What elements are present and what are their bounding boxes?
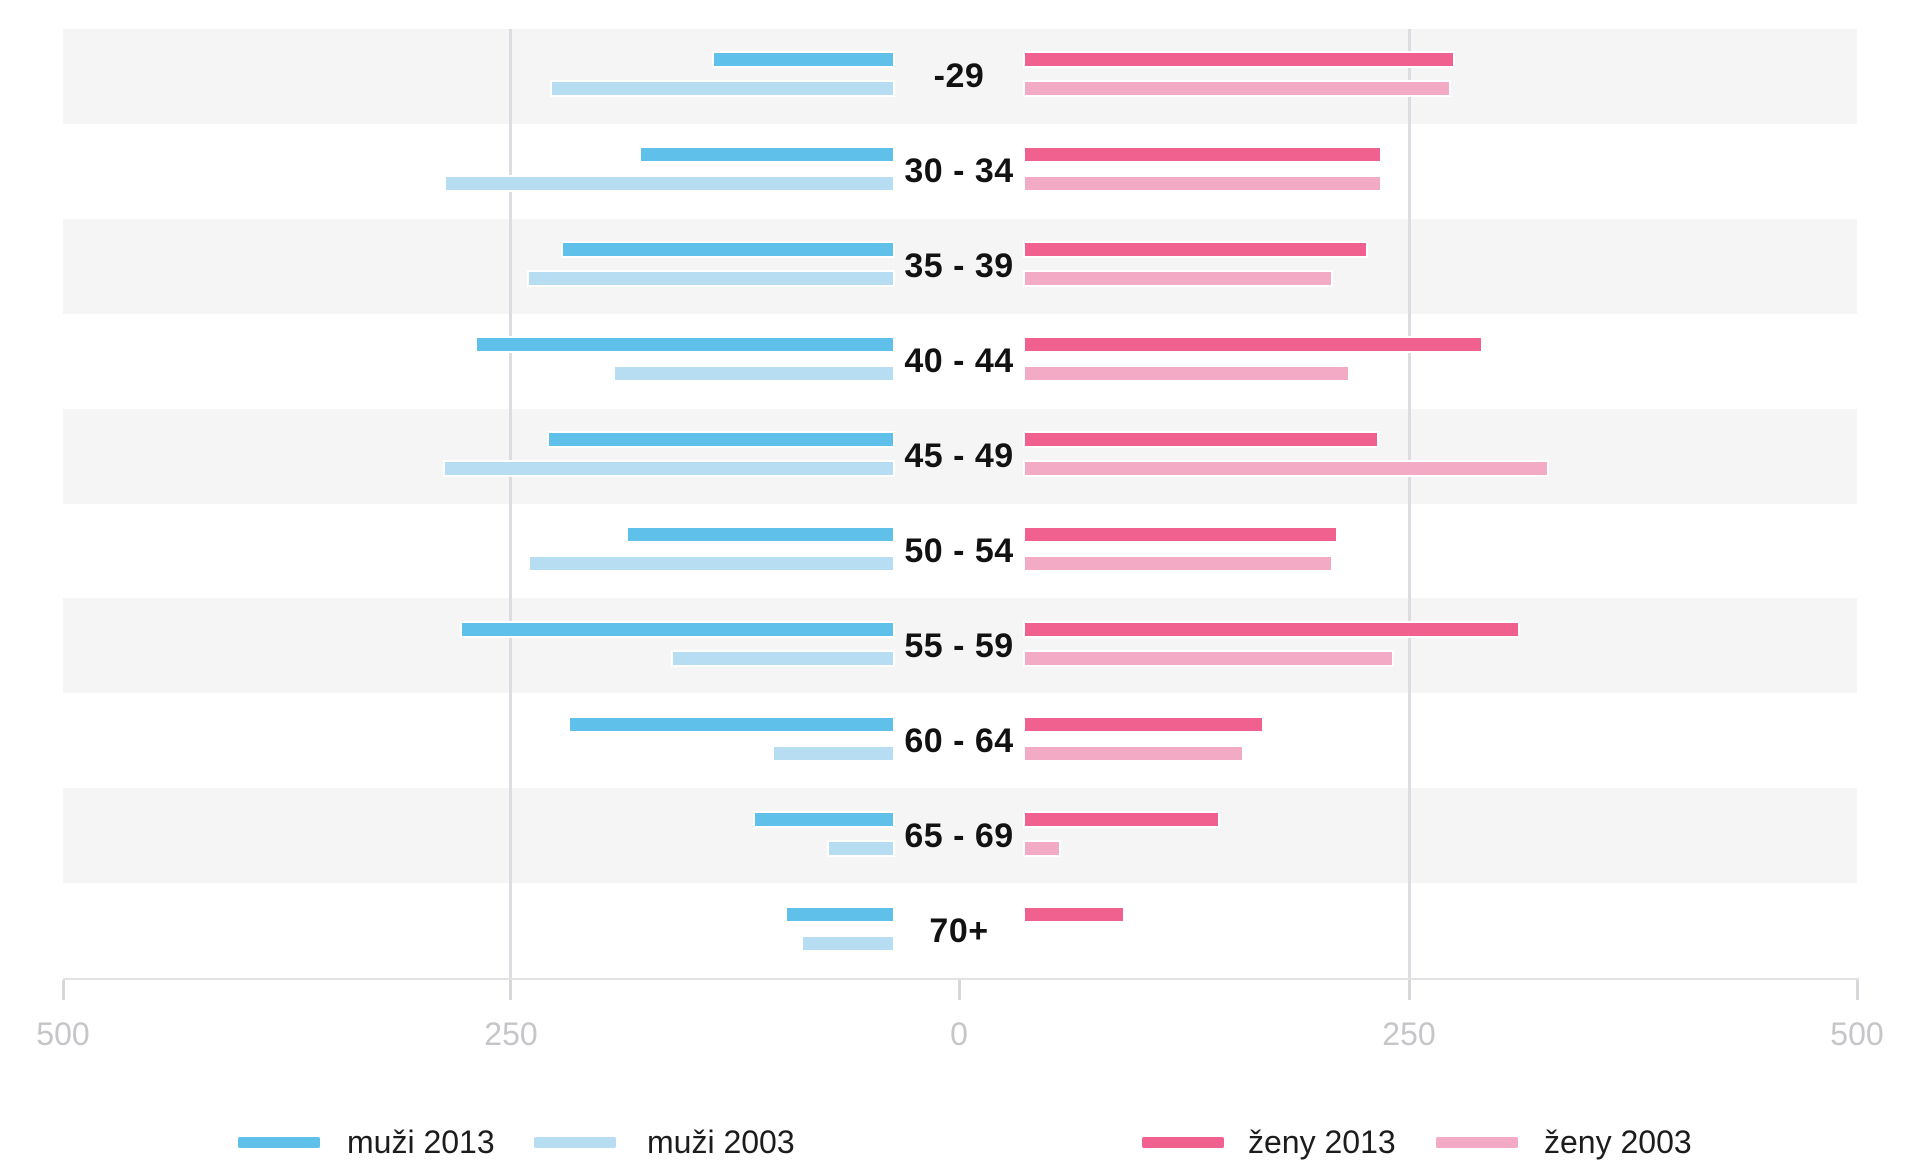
axis-tick-left-500 bbox=[62, 980, 65, 1000]
bar-muži-2013-40 - 44 bbox=[477, 338, 893, 351]
bar-muži-2013-50 - 54 bbox=[628, 528, 893, 541]
bar-muži-2003-65 - 69 bbox=[829, 842, 893, 855]
legend-label-muzi-2003: muži 2003 bbox=[647, 1124, 795, 1160]
row-band-55 - 59 bbox=[63, 598, 1857, 693]
bar-muži-2003-50 - 54 bbox=[530, 557, 893, 570]
bar-ženy-2013-40 - 44 bbox=[1025, 338, 1481, 351]
axis-label-left-500: 500 bbox=[36, 1016, 90, 1052]
bar-muži-2013-35 - 39 bbox=[563, 243, 893, 256]
legend-swatch-muzi-2003 bbox=[534, 1137, 616, 1148]
bar-muži-2003-40 - 44 bbox=[615, 367, 893, 380]
bar-muži-2003-30 - 34 bbox=[446, 177, 893, 190]
axis-tick-left-250 bbox=[509, 980, 512, 1000]
age-group-label: 45 - 49 bbox=[904, 437, 1014, 475]
axis-label-right-500: 500 bbox=[1830, 1016, 1884, 1052]
gridline-right-250 bbox=[1408, 29, 1411, 978]
age-group-label: 70+ bbox=[929, 912, 989, 950]
axis-tick-right-250 bbox=[1408, 980, 1411, 1000]
bar-muži-2003-35 - 39 bbox=[529, 272, 893, 285]
row-band-35 - 39 bbox=[63, 219, 1857, 314]
bar-muži-2013-65 - 69 bbox=[755, 813, 893, 826]
bar-ženy-2013-50 - 54 bbox=[1025, 528, 1336, 541]
age-group-label: 55 - 59 bbox=[904, 627, 1014, 665]
bar-muži-2003-55 - 59 bbox=[673, 652, 893, 665]
legend-swatch-zeny-2013 bbox=[1142, 1137, 1224, 1148]
age-group-label: 30 - 34 bbox=[904, 152, 1014, 190]
bar-muži-2013-30 - 34 bbox=[641, 148, 893, 161]
row-band-45 - 49 bbox=[63, 409, 1857, 504]
legend-item-muzi-2013: muži 2013 bbox=[238, 1120, 538, 1164]
legend-label-muzi-2013: muži 2013 bbox=[347, 1124, 495, 1160]
legend-item-muzi-2003: muži 2003 bbox=[534, 1120, 834, 1164]
gridline-left-250 bbox=[509, 29, 512, 978]
row-band-65 - 69 bbox=[63, 788, 1857, 883]
age-group-label: 60 - 64 bbox=[904, 722, 1014, 760]
bar-ženy-2003-30 - 34 bbox=[1025, 177, 1380, 190]
axis-tick-zero bbox=[958, 980, 961, 1000]
bar-muži-2003-60 - 64 bbox=[774, 747, 893, 760]
legend-label-zeny-2013: ženy 2013 bbox=[1248, 1124, 1396, 1160]
legend-label-zeny-2003: ženy 2003 bbox=[1544, 1124, 1692, 1160]
bar-muži-2013-60 - 64 bbox=[570, 718, 893, 731]
axis-label-zero: 0 bbox=[950, 1016, 968, 1052]
bar-ženy-2013-65 - 69 bbox=[1025, 813, 1218, 826]
bar-muži-2003-45 - 49 bbox=[445, 462, 893, 475]
bar-ženy-2003-50 - 54 bbox=[1025, 557, 1331, 570]
bar-ženy-2003-35 - 39 bbox=[1025, 272, 1331, 285]
bar-ženy-2013-70+ bbox=[1025, 908, 1123, 921]
age-group-label: 35 - 39 bbox=[904, 247, 1014, 285]
bar-muži-2003-70+ bbox=[803, 937, 893, 950]
bar-ženy-2003-55 - 59 bbox=[1025, 652, 1392, 665]
age-group-label: 50 - 54 bbox=[904, 532, 1014, 570]
age-group-label: 65 - 69 bbox=[904, 817, 1014, 855]
bar-ženy-2013--29 bbox=[1025, 53, 1453, 66]
age-group-label: -29 bbox=[933, 57, 985, 95]
bar-muži-2013-55 - 59 bbox=[462, 623, 893, 636]
bar-muži-2013-45 - 49 bbox=[549, 433, 893, 446]
bar-ženy-2013-45 - 49 bbox=[1025, 433, 1377, 446]
age-group-label: 40 - 44 bbox=[904, 342, 1014, 380]
legend-item-zeny-2013: ženy 2013 bbox=[1142, 1120, 1442, 1164]
bar-muži-2013-70+ bbox=[787, 908, 893, 921]
bar-ženy-2003-40 - 44 bbox=[1025, 367, 1348, 380]
bar-ženy-2003-45 - 49 bbox=[1025, 462, 1547, 475]
bar-muži-2003--29 bbox=[552, 82, 893, 95]
axis-label-right-250: 250 bbox=[1382, 1016, 1436, 1052]
bar-ženy-2013-30 - 34 bbox=[1025, 148, 1380, 161]
bar-ženy-2013-35 - 39 bbox=[1025, 243, 1366, 256]
axis-label-left-250: 250 bbox=[484, 1016, 538, 1052]
legend-swatch-muzi-2013 bbox=[238, 1137, 320, 1148]
x-axis-line bbox=[63, 978, 1859, 980]
bar-ženy-2003-60 - 64 bbox=[1025, 747, 1242, 760]
row-band--29 bbox=[63, 29, 1857, 124]
bar-ženy-2013-60 - 64 bbox=[1025, 718, 1262, 731]
bar-ženy-2013-55 - 59 bbox=[1025, 623, 1518, 636]
bar-muži-2013--29 bbox=[714, 53, 893, 66]
legend-swatch-zeny-2003 bbox=[1436, 1137, 1518, 1148]
axis-tick-right-500 bbox=[1856, 980, 1859, 1000]
legend-item-zeny-2003: ženy 2003 bbox=[1436, 1120, 1736, 1164]
bar-ženy-2003-65 - 69 bbox=[1025, 842, 1059, 855]
bar-ženy-2003--29 bbox=[1025, 82, 1449, 95]
